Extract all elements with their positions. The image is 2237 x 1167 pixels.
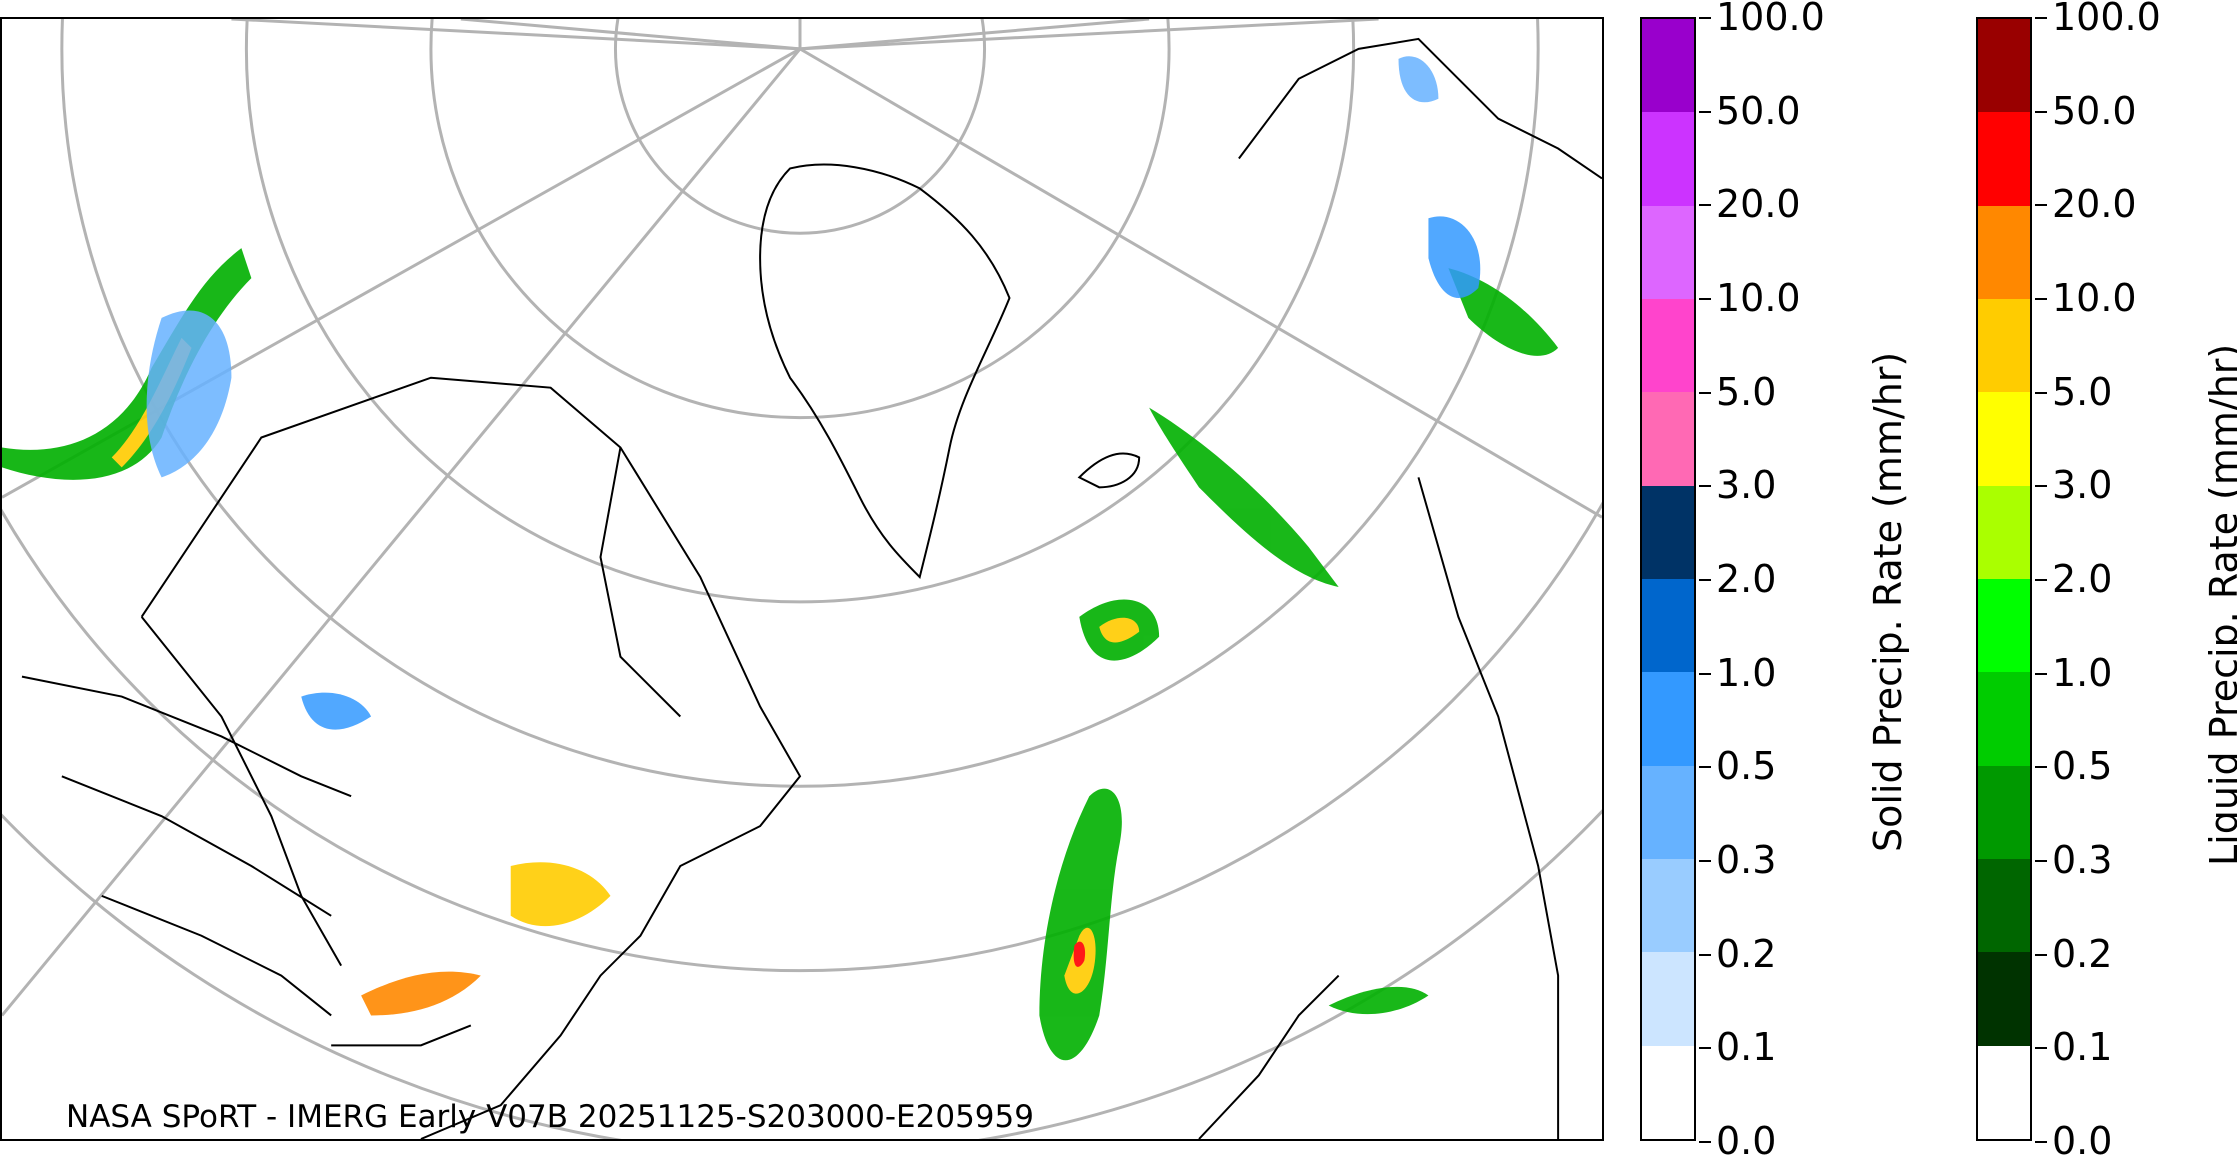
solid-colorbar-tick-label: 20.0 xyxy=(1699,182,1801,227)
liquid-colorbar-segment xyxy=(1978,765,2030,860)
solid-colorbar-segment xyxy=(1642,579,1694,673)
solid-colorbar-tick-label: 2.0 xyxy=(1698,557,1777,601)
precipitation-map: NASA SPoRT - IMERG Early V07B 20251125-S… xyxy=(0,17,1604,1141)
liquid-colorbar-tick-label: 100.0 xyxy=(2035,0,2161,39)
solid-colorbar-tick-label: 0.0 xyxy=(1698,1119,1777,1163)
liquid-colorbar-tick-label: 0.2 xyxy=(2034,931,2113,976)
solid-colorbar-tick-label: 100.0 xyxy=(1699,0,1825,39)
solid-precip xyxy=(146,56,1481,730)
liquid-colorbar-segment xyxy=(1978,952,2030,1046)
solid-colorbar-tick-label: 0.3 xyxy=(1698,838,1777,882)
liquid-colorbar-segment xyxy=(1978,19,2030,113)
liquid-colorbar-segment xyxy=(1978,112,2030,206)
solid-colorbar-segment xyxy=(1642,299,1694,393)
solid-colorbar-segment xyxy=(1642,672,1694,766)
liquid-colorbar-segment xyxy=(1978,859,2030,953)
liquid-colorbar-tick-label: 5.0 xyxy=(2034,369,2113,414)
solid-colorbar-segment xyxy=(1642,112,1694,206)
solid-colorbar-label: Solid Precip. Rate (mm/hr) xyxy=(1866,351,1910,852)
solid-colorbar-segment xyxy=(1642,859,1694,953)
liquid-colorbar-label: Liquid Precip. Rate (mm/hr) xyxy=(2202,343,2237,866)
graticule xyxy=(2,19,1602,1139)
liquid-colorbar-segment xyxy=(1978,392,2030,486)
liquid-colorbar-segment xyxy=(1978,205,2030,300)
solid-colorbar-tick-label: 0.5 xyxy=(1698,744,1777,789)
map-canvas xyxy=(2,19,1602,1139)
solid-colorbar-segment xyxy=(1642,1045,1694,1139)
solid-precip-colorbar xyxy=(1640,17,1696,1141)
liquid-precip xyxy=(2,248,1559,1061)
solid-colorbar-segment xyxy=(1642,485,1694,580)
liquid-colorbar-tick-label: 0.3 xyxy=(2034,838,2113,882)
solid-colorbar-segment xyxy=(1642,952,1694,1046)
liquid-colorbar-tick-label: 2.0 xyxy=(2034,557,2113,601)
liquid-colorbar-segment xyxy=(1978,672,2030,766)
liquid-colorbar-tick-label: 1.0 xyxy=(2034,650,2113,695)
liquid-colorbar-tick-label: 20.0 xyxy=(2035,182,2137,227)
solid-colorbar-tick-label: 5.0 xyxy=(1698,369,1777,414)
solid-colorbar-tick-label: 0.1 xyxy=(1698,1025,1777,1070)
liquid-colorbar-segment xyxy=(1978,299,2030,393)
solid-colorbar-segment xyxy=(1642,392,1694,486)
liquid-colorbar-segment xyxy=(1978,485,2030,580)
solid-colorbar-tick-label: 0.2 xyxy=(1698,931,1777,976)
liquid-colorbar-tick-label: 50.0 xyxy=(2035,88,2137,133)
liquid-colorbar-tick-label: 0.0 xyxy=(2034,1119,2113,1163)
solid-colorbar-segment xyxy=(1642,765,1694,860)
solid-colorbar-tick-label: 3.0 xyxy=(1698,463,1777,508)
solid-colorbar-tick-label: 10.0 xyxy=(1699,276,1801,320)
solid-colorbar-segment xyxy=(1642,205,1694,300)
coastlines xyxy=(21,37,1602,1139)
liquid-colorbar-segment xyxy=(1978,1045,2030,1139)
liquid-colorbar-tick-label: 0.1 xyxy=(2034,1025,2113,1070)
map-credit: NASA SPoRT - IMERG Early V07B 20251125-S… xyxy=(66,1099,1034,1135)
liquid-colorbar-segment xyxy=(1978,579,2030,673)
liquid-colorbar-tick-label: 3.0 xyxy=(2034,463,2113,508)
solid-colorbar-tick-label: 1.0 xyxy=(1698,650,1777,695)
liquid-colorbar-tick-label: 0.5 xyxy=(2034,744,2113,789)
solid-colorbar-segment xyxy=(1642,19,1694,113)
liquid-colorbar-tick-label: 10.0 xyxy=(2035,276,2137,320)
solid-colorbar-tick-label: 50.0 xyxy=(1699,88,1801,133)
liquid-precip-colorbar xyxy=(1976,17,2032,1141)
